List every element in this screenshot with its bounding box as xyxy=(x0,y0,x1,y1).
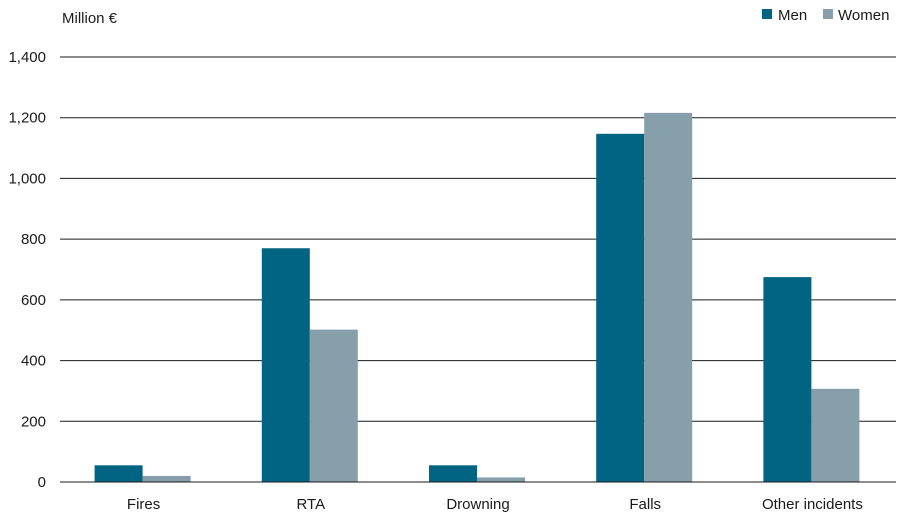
legend-swatch-women xyxy=(823,9,833,19)
legend-swatch-men xyxy=(762,9,772,19)
legend-label-women: Women xyxy=(838,7,889,24)
x-tick-label: Fires xyxy=(127,496,160,513)
bar-women-fires xyxy=(142,475,191,482)
y-tick-label: 1,000 xyxy=(8,170,46,187)
x-tick-label: Other incidents xyxy=(762,496,863,513)
legend: Men Women xyxy=(762,7,889,24)
gridlines xyxy=(60,56,896,422)
bar-women-drowning xyxy=(477,477,525,482)
legend-label-men: Men xyxy=(778,7,807,24)
bars xyxy=(94,112,860,482)
x-axis-ticks: Fires RTA Drowning Falls Other incidents xyxy=(127,496,863,513)
y-tick-label: 400 xyxy=(21,353,46,370)
x-tick-label: Drowning xyxy=(446,496,509,513)
x-tick-label: Falls xyxy=(629,496,661,513)
bar-men-rta xyxy=(261,248,310,482)
bar-men-other-incidents xyxy=(763,277,812,482)
y-tick-label: 800 xyxy=(21,231,46,248)
y-tick-label: 1,200 xyxy=(8,110,46,127)
y-tick-label: 0 xyxy=(38,474,46,491)
bar-men-drowning xyxy=(429,465,477,482)
y-tick-label: 200 xyxy=(21,413,46,430)
bar-women-rta xyxy=(309,329,358,482)
y-tick-label: 1,400 xyxy=(8,49,46,66)
y-axis-ticks: 0 200 400 600 800 1,000 1,200 1,400 xyxy=(8,49,46,491)
x-tick-label: RTA xyxy=(296,496,325,513)
bar-women-falls xyxy=(644,112,693,482)
bar-men-falls xyxy=(596,133,645,482)
bar-women-other-incidents xyxy=(811,388,860,482)
y-axis-unit-label: Million € xyxy=(62,10,118,27)
bar-men-fires xyxy=(94,465,143,482)
y-tick-label: 600 xyxy=(21,292,46,309)
